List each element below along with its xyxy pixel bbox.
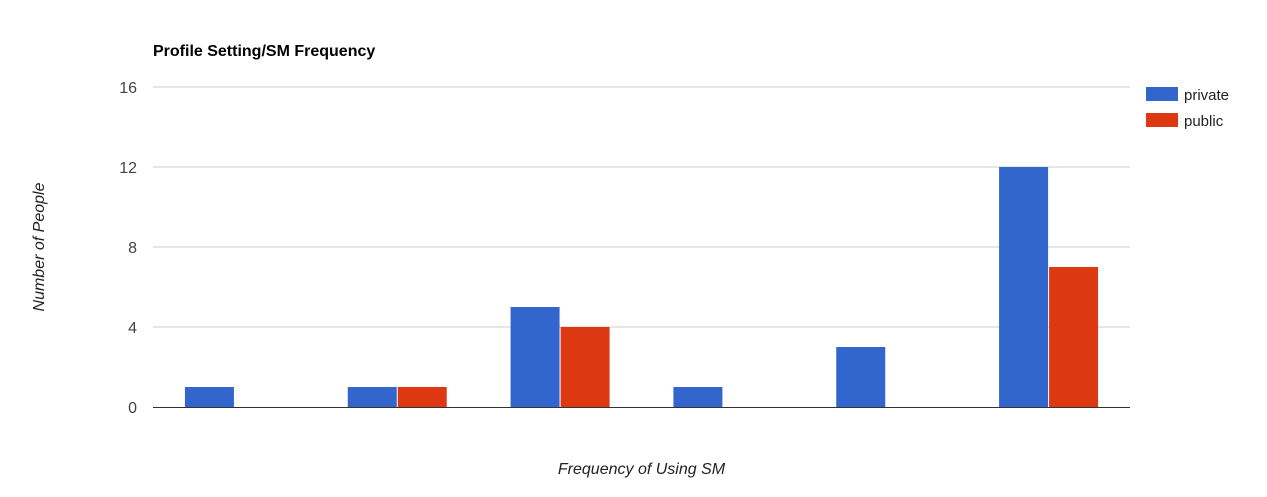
y-tick-label: 0 — [128, 400, 137, 417]
legend-swatch-private — [1146, 87, 1178, 101]
legend: private public — [1146, 87, 1229, 130]
y-tick-label: 12 — [119, 160, 137, 177]
legend-swatch-public — [1146, 113, 1178, 127]
bar-public-2 — [560, 327, 610, 407]
bar-private-2 — [510, 307, 560, 407]
chart-title: Profile Setting/SM Frequency — [153, 43, 376, 60]
x-axis-title: Frequency of Using SM — [558, 461, 726, 478]
bar-public-1 — [397, 387, 447, 407]
bar-private-1 — [347, 387, 397, 407]
bar-private-4 — [836, 347, 886, 407]
bar-private-0 — [184, 387, 234, 407]
bar-private-5 — [999, 167, 1049, 407]
y-tick-label: 8 — [128, 240, 137, 257]
bar-public-5 — [1049, 267, 1099, 407]
y-tick-label: 16 — [119, 80, 137, 97]
legend-label-private: private — [1184, 87, 1229, 104]
y-tick-label: 4 — [128, 320, 137, 337]
gridlines — [153, 86, 1130, 328]
y-axis-title: Number of People — [31, 182, 48, 311]
legend-label-public: public — [1184, 113, 1224, 130]
bar-private-3 — [673, 387, 723, 407]
bars — [184, 167, 1099, 407]
y-tick-labels: 0 4 8 12 16 — [119, 80, 137, 417]
